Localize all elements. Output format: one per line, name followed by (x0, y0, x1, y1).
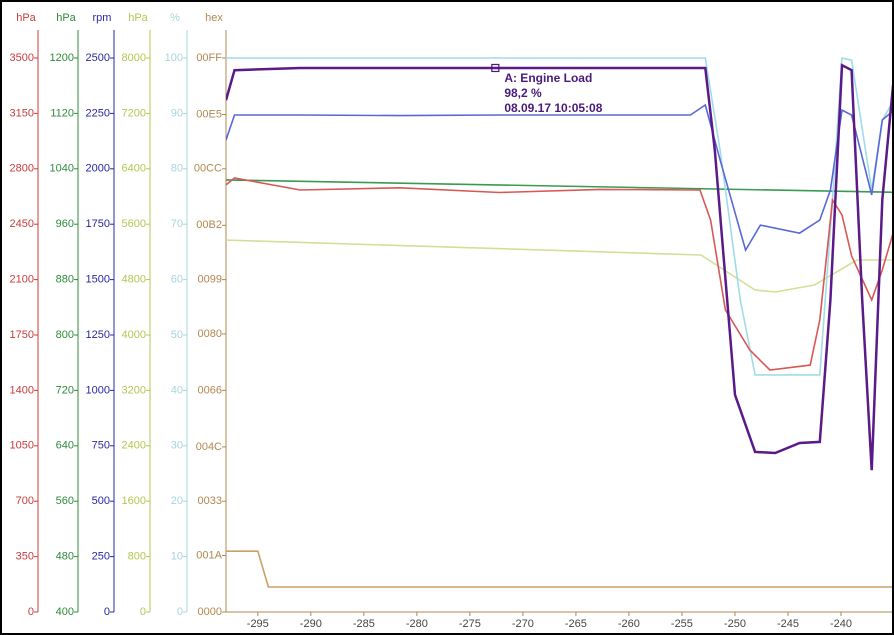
y-tick-label: 2800 (10, 163, 34, 175)
y-tick-label: 0 (177, 606, 183, 618)
y-tick-label: 1750 (10, 329, 34, 341)
y-tick-label: 7200 (122, 107, 146, 119)
y-tick-label: 560 (56, 495, 74, 507)
y-tick-label: 2250 (86, 107, 110, 119)
y-tick-label: 800 (128, 551, 146, 563)
y-tick-label: 40 (171, 384, 183, 396)
y-tick-label: 00FF (196, 52, 222, 64)
y-tick-label: 800 (56, 329, 74, 341)
y-tick-label: 70 (171, 218, 183, 230)
y-tick-label: 60 (171, 274, 183, 286)
y-tick-label: 700 (16, 495, 34, 507)
y-tick-label: 80 (171, 163, 183, 175)
y-tick-label: 5600 (122, 218, 146, 230)
y-tick-label: 750 (92, 440, 110, 452)
y-tick-label: 0000 (198, 606, 222, 618)
y-tick-label: 20 (171, 495, 183, 507)
y-tick-label: 1000 (86, 384, 110, 396)
series-line (226, 550, 894, 588)
y-tick-label: 3150 (10, 107, 34, 119)
y-tick-label: 50 (171, 329, 183, 341)
y-tick-label: 400 (56, 606, 74, 618)
y-tick-label: 6400 (122, 163, 146, 175)
y-tick-label: 1050 (10, 440, 34, 452)
y-tick-label: 0 (104, 606, 110, 618)
plot-area (226, 57, 894, 588)
y-tick-label: 250 (92, 551, 110, 563)
y-tick-label: 001A (196, 549, 222, 561)
axis-unit: hPa (128, 12, 148, 24)
y-tick-label: 3200 (122, 384, 146, 396)
series-line (226, 103, 894, 253)
y-tick-label: 0 (140, 606, 146, 618)
axis-unit: rpm (93, 12, 112, 24)
y-tick-label: 0033 (198, 495, 222, 507)
y-tick-label: 2000 (86, 163, 110, 175)
y-tick-label: 3500 (10, 52, 34, 64)
y-tick-label: 640 (56, 440, 74, 452)
y-tick-label: 004C (196, 441, 222, 453)
y-tick-label: 960 (56, 218, 74, 230)
y-tick-label: 90 (171, 107, 183, 119)
tooltip-marker (491, 63, 500, 73)
y-tick-label: 00B2 (196, 219, 222, 231)
x-tick-label: -275 (459, 618, 481, 630)
y-tick-label: 0066 (198, 384, 222, 396)
y-tick-label: 0080 (198, 328, 222, 340)
y-tick-label: 100 (165, 52, 183, 64)
series-line (226, 179, 894, 194)
y-tick-label: 2100 (10, 274, 34, 286)
x-tick-label: -290 (300, 618, 322, 630)
y-tick-label: 10 (171, 551, 183, 563)
x-tick-label: -260 (618, 618, 640, 630)
y-tick-label: 500 (92, 495, 110, 507)
y-tick-label: 1200 (50, 52, 74, 64)
y-tick-label: 880 (56, 274, 74, 286)
tooltip-text: 08.09.17 10:05:08 (504, 101, 602, 115)
y-tick-label: 2400 (122, 440, 146, 452)
series-line (226, 177, 894, 371)
axis-unit: % (170, 12, 180, 24)
x-tick-label: -270 (512, 618, 534, 630)
y-tick-label: 1120 (50, 107, 74, 119)
y-tick-label: 00E5 (196, 108, 222, 120)
y-tick-label: 720 (56, 384, 74, 396)
y-tick-label: 1250 (86, 329, 110, 341)
y-tick-label: 8000 (122, 52, 146, 64)
x-tick-label: -240 (830, 618, 852, 630)
x-tick-label: -250 (724, 618, 746, 630)
axis-unit: hPa (56, 12, 76, 24)
y-tick-label: 1500 (86, 274, 110, 286)
tooltip-text: 98,2 % (504, 86, 542, 100)
y-tick-label: 1400 (10, 384, 34, 396)
y-tick-label: 1600 (122, 495, 146, 507)
y-tick-label: 2500 (86, 52, 110, 64)
tooltip-text: A: Engine Load (504, 71, 592, 85)
y-tick-label: 0099 (198, 274, 222, 286)
x-tick-label: -295 (247, 618, 269, 630)
x-tick-label: -245 (777, 618, 799, 630)
y-tick-label: 4800 (122, 274, 146, 286)
x-tick-label: -255 (671, 618, 693, 630)
series-line (226, 239, 894, 293)
x-tick-label: -285 (353, 618, 375, 630)
y-tick-label: 30 (171, 440, 183, 452)
axis-unit: hex (205, 12, 223, 24)
y-tick-label: 2450 (10, 218, 34, 230)
x-tick-label: -265 (565, 618, 587, 630)
y-tick-label: 0 (28, 606, 34, 618)
y-tick-label: 4000 (122, 329, 146, 341)
series-line (226, 63, 894, 471)
y-tick-label: 00CC (194, 163, 222, 175)
x-tick-label: -280 (406, 618, 428, 630)
axis-unit: hPa (16, 12, 36, 24)
y-tick-label: 350 (16, 551, 34, 563)
y-tick-label: 480 (56, 551, 74, 563)
y-tick-label: 1750 (86, 218, 110, 230)
y-tick-label: 1040 (50, 163, 74, 175)
